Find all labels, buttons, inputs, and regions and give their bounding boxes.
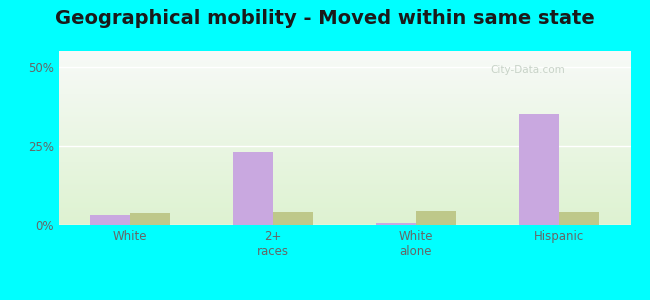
Bar [273, 212, 313, 225]
Bar [559, 212, 599, 225]
Bar [376, 224, 416, 225]
Text: City-Data.com: City-Data.com [490, 65, 565, 75]
Bar [519, 114, 559, 225]
Bar [90, 215, 130, 225]
Bar [416, 211, 456, 225]
Bar [233, 152, 273, 225]
Text: Geographical mobility - Moved within same state: Geographical mobility - Moved within sam… [55, 9, 595, 28]
Bar [130, 213, 170, 225]
